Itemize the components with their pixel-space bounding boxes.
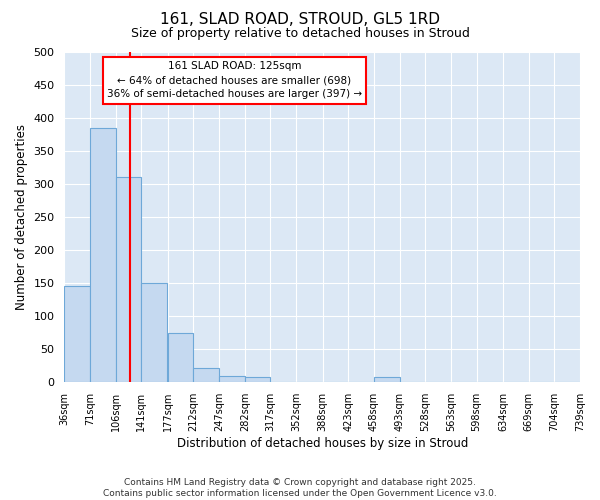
Y-axis label: Number of detached properties: Number of detached properties	[15, 124, 28, 310]
Text: Contains HM Land Registry data © Crown copyright and database right 2025.
Contai: Contains HM Land Registry data © Crown c…	[103, 478, 497, 498]
Bar	[64, 286, 90, 382]
Bar	[142, 283, 167, 382]
Text: 161, SLAD ROAD, STROUD, GL5 1RD: 161, SLAD ROAD, STROUD, GL5 1RD	[160, 12, 440, 28]
Bar	[245, 377, 271, 382]
Bar	[193, 368, 219, 382]
Text: 161 SLAD ROAD: 125sqm
← 64% of detached houses are smaller (698)
36% of semi-det: 161 SLAD ROAD: 125sqm ← 64% of detached …	[107, 62, 362, 100]
Bar	[90, 128, 116, 382]
Bar	[168, 332, 193, 382]
Bar	[116, 177, 142, 382]
Text: Size of property relative to detached houses in Stroud: Size of property relative to detached ho…	[131, 28, 469, 40]
Bar	[219, 376, 245, 382]
X-axis label: Distribution of detached houses by size in Stroud: Distribution of detached houses by size …	[176, 437, 468, 450]
Bar	[374, 377, 400, 382]
